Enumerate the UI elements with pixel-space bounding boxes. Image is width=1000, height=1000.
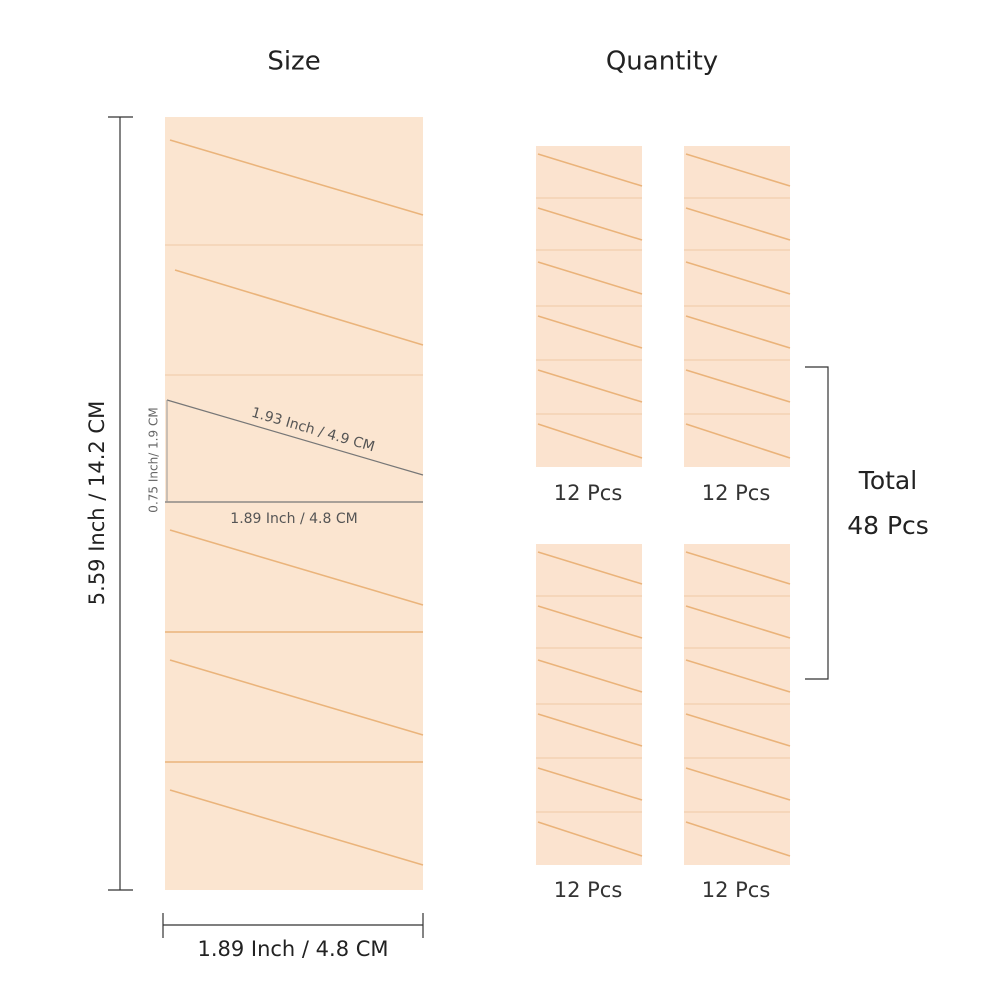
small-sponge [683, 145, 791, 468]
total-label: Total [858, 466, 917, 495]
width-dimension [162, 913, 424, 938]
pack-label: 12 Pcs [702, 481, 771, 505]
small-sponge [683, 543, 791, 866]
height-label: 5.59 Inch / 14.2 CM [85, 401, 109, 605]
quantity-title: Quantity [606, 47, 718, 77]
pack-label: 12 Pcs [702, 878, 771, 902]
width-label: 1.89 Inch / 4.8 CM [197, 937, 388, 961]
total-bracket [805, 366, 829, 680]
inner-width-label: 1.89 Inch / 4.8 CM [230, 511, 357, 527]
small-sponge [535, 145, 643, 468]
total-count: 48 Pcs [847, 511, 929, 540]
large-sponge [165, 117, 424, 890]
small-sponge [535, 543, 643, 866]
size-title: Size [267, 47, 320, 77]
pack-label: 12 Pcs [554, 481, 623, 505]
height-dimension [108, 116, 133, 891]
thickness-label: 0.75 Inch/ 1.9 CM [147, 407, 161, 512]
pack-label: 12 Pcs [554, 878, 623, 902]
